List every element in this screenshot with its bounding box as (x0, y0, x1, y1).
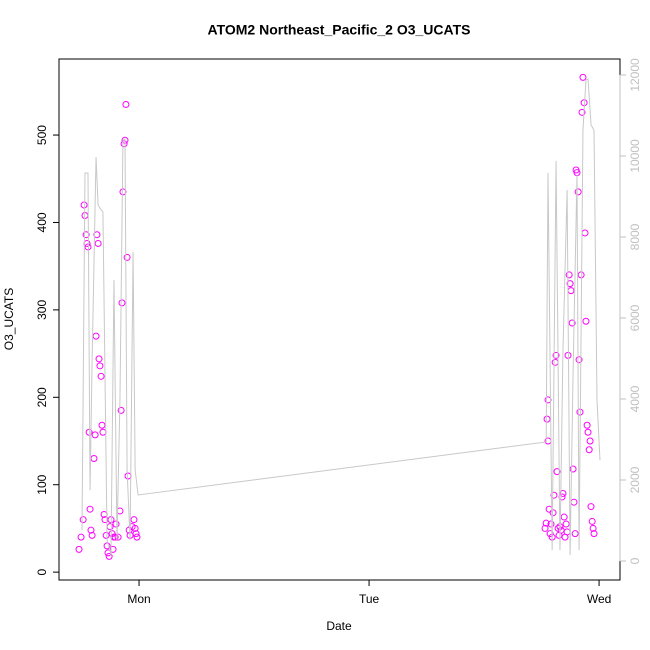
data-point (120, 140, 128, 148)
data-point (118, 299, 126, 307)
data-point (95, 355, 103, 363)
data-point (549, 509, 557, 517)
y-tick-label: 300 (35, 300, 49, 320)
data-point (91, 431, 99, 439)
data-point (105, 552, 113, 560)
data-point (546, 530, 554, 538)
data-point (94, 239, 102, 247)
data-point (119, 188, 127, 196)
y2-tick-label: 2000 (628, 466, 642, 493)
x-tick-label: Tue (359, 592, 380, 606)
data-point (541, 524, 549, 532)
y2-tick-label: 10000 (628, 139, 642, 173)
data-point (98, 421, 106, 429)
data-point (117, 406, 125, 414)
data-point (551, 358, 559, 366)
data-point (568, 319, 576, 327)
data-point (565, 271, 573, 279)
y-tick-label: 500 (35, 125, 49, 145)
data-point (92, 332, 100, 340)
y-axis-label: O3_UCATS (2, 288, 16, 350)
data-point (86, 505, 94, 513)
data-point (587, 503, 595, 511)
y2-tick-label: 0 (628, 557, 642, 564)
data-point (563, 528, 571, 536)
data-point (569, 465, 577, 473)
data-point (543, 415, 551, 423)
data-point (93, 231, 101, 239)
data-point (560, 513, 568, 521)
data-point (87, 526, 95, 534)
data-point (570, 498, 578, 506)
data-point (550, 491, 558, 499)
data-point (566, 280, 574, 288)
data-point (547, 520, 555, 528)
data-point (111, 533, 119, 541)
data-point (106, 523, 114, 531)
data-point (552, 351, 560, 359)
chart-title: ATOM2 Northeast_Pacific_2 O3_UCATS (208, 22, 471, 38)
y2-tick-label: 12000 (628, 58, 642, 92)
x-tick-label: Wed (587, 592, 611, 606)
data-point (82, 231, 90, 239)
data-point (559, 489, 567, 497)
data-point (584, 428, 592, 436)
data-point (585, 446, 593, 454)
data-point (99, 428, 107, 436)
data-point (588, 517, 596, 525)
data-point (114, 533, 122, 541)
data-point (553, 468, 561, 476)
data-point (132, 530, 140, 538)
data-point (578, 108, 586, 116)
data-point (574, 188, 582, 196)
data-point (97, 372, 105, 380)
data-point (122, 100, 130, 108)
data-point (103, 542, 111, 550)
y-tick-label: 100 (35, 474, 49, 494)
data-point (79, 516, 87, 524)
data-point (96, 362, 104, 370)
data-point (571, 530, 579, 538)
data-point (544, 396, 552, 404)
y2-tick-label: 4000 (628, 385, 642, 412)
data-point (590, 530, 598, 538)
y2-tick-label: 8000 (628, 223, 642, 250)
plot-frame (58, 58, 621, 581)
data-point (88, 531, 96, 539)
data-point (80, 201, 88, 209)
y2-tick-label: 6000 (628, 304, 642, 331)
data-point (75, 545, 83, 553)
data-point (581, 229, 589, 237)
x-tick-label: Mon (127, 592, 150, 606)
data-point (589, 524, 597, 532)
data-point (112, 520, 120, 528)
data-point (133, 533, 141, 541)
data-point (583, 421, 591, 429)
data-point (85, 428, 93, 436)
data-point (77, 533, 85, 541)
data-point (131, 524, 139, 532)
data-point (130, 516, 138, 524)
data-point (90, 454, 98, 462)
y-tick-label: 200 (35, 387, 49, 407)
data-point (123, 253, 131, 261)
data-point (102, 531, 110, 539)
data-point (124, 472, 132, 480)
data-point (582, 317, 590, 325)
data-line (81, 78, 601, 556)
data-point (575, 356, 583, 364)
data-point (567, 287, 575, 295)
data-point (542, 519, 550, 527)
x-axis-label: Date (326, 619, 352, 633)
y-tick-label: 400 (35, 212, 49, 232)
data-point (562, 520, 570, 528)
y-tick-label: 0 (35, 568, 49, 575)
data-point (579, 73, 587, 81)
data-point (586, 437, 594, 445)
